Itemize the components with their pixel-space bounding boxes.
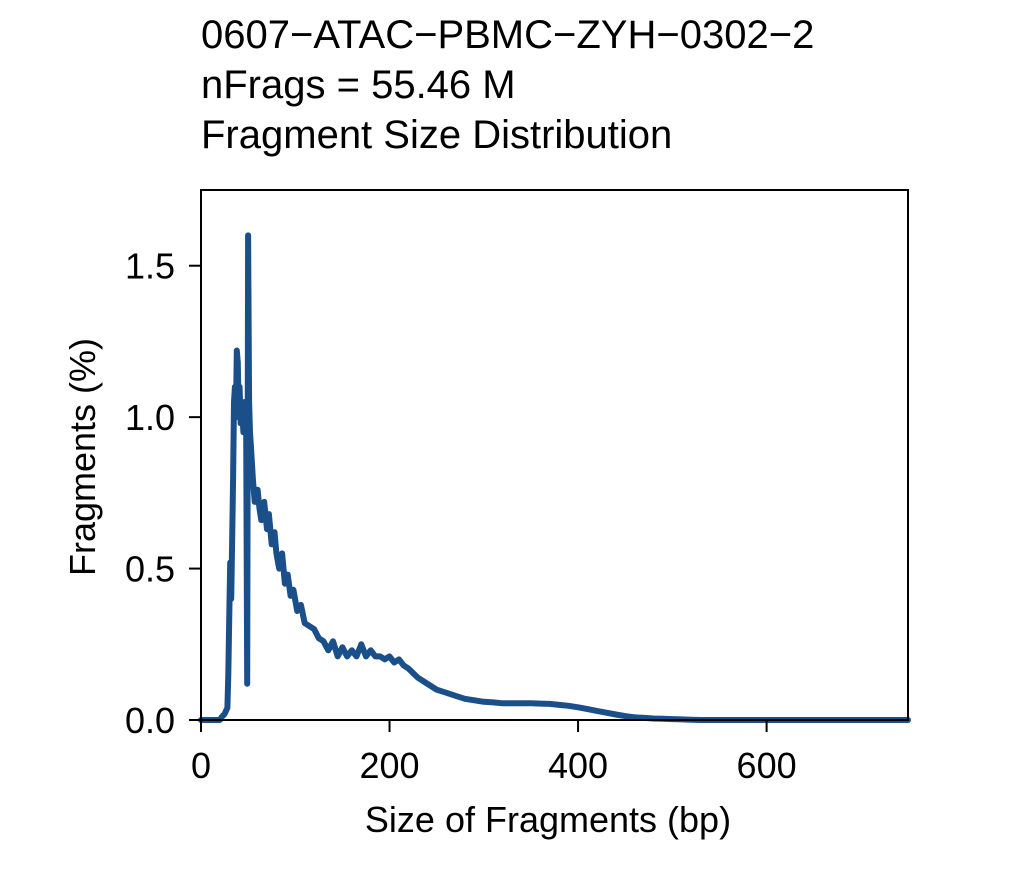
x-tick-label: 400 — [548, 745, 608, 786]
title-line-sample: 0607−ATAC−PBMC−ZYH−0302−2 — [201, 13, 815, 57]
title-line-nfrags: nFrags = 55.46 M — [201, 63, 516, 107]
y-tick-label: 0.0 — [125, 700, 175, 741]
y-tick-label: 1.5 — [125, 246, 175, 287]
x-tick-label: 200 — [359, 745, 419, 786]
axes: 0 200 400 600 0.0 0.5 1.0 1.5 — [125, 189, 909, 786]
chart-title: 0607−ATAC−PBMC−ZYH−0302−2 nFrags = 55.46… — [201, 10, 814, 160]
title-line-description: Fragment Size Distribution — [201, 113, 673, 157]
y-tick-label: 1.0 — [125, 397, 175, 438]
plot-frame — [200, 189, 909, 721]
series-line-0 — [198, 232, 911, 723]
x-tick-label: 0 — [191, 745, 211, 786]
x-axis-label: Size of Fragments (bp) — [365, 799, 731, 840]
plot-area — [198, 232, 911, 723]
y-tick-label: 0.5 — [125, 549, 175, 590]
y-axis-label: Fragments (%) — [62, 338, 103, 576]
x-tick-label: 600 — [737, 745, 797, 786]
